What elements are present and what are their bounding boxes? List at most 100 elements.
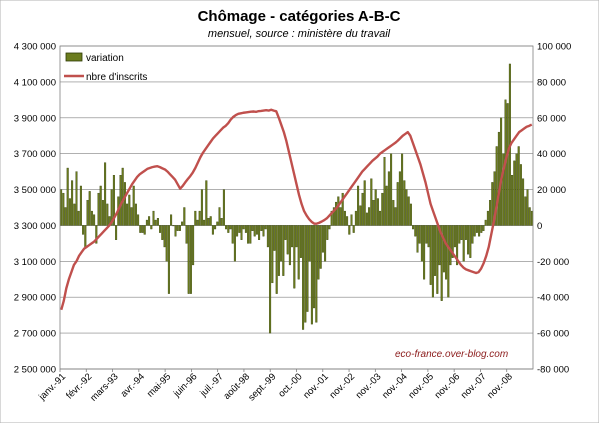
variation-bar	[438, 225, 441, 266]
variation-bar	[258, 225, 261, 240]
variation-bar	[423, 225, 426, 280]
variation-bar	[194, 210, 197, 226]
variation-bar	[515, 153, 518, 226]
variation-bar	[480, 225, 483, 233]
variation-bar	[304, 225, 307, 323]
variation-bar	[376, 198, 379, 226]
variation-bar	[319, 225, 322, 269]
legend-swatch-variation	[65, 52, 83, 62]
right-tick-label: -60 000	[537, 329, 569, 340]
right-tick-label: 80 000	[537, 77, 566, 88]
variation-bar	[335, 201, 338, 226]
left-axis-ticks: 2 500 000 2 700 000 2 900 000 3 100 000 3 30…	[14, 42, 56, 376]
variation-bar	[82, 225, 85, 235]
variation-bar	[420, 225, 423, 262]
variation-bar	[163, 225, 166, 248]
variation-bar	[313, 225, 316, 309]
variation-bar	[462, 225, 465, 262]
variation-bar	[383, 157, 386, 226]
variation-bar	[88, 191, 91, 226]
variation-bar	[475, 225, 478, 233]
variation-bar	[449, 225, 452, 266]
variation-bar	[372, 200, 375, 226]
variation-bar	[93, 214, 96, 226]
variation-bar	[500, 117, 503, 226]
left-tick-label: 4 300 000	[14, 42, 56, 53]
variation-bar	[324, 225, 327, 262]
variation-bar	[337, 196, 340, 226]
variation-bar	[456, 225, 459, 266]
variation-bar	[363, 180, 366, 226]
variation-bar	[306, 225, 309, 312]
variation-bar	[398, 171, 401, 226]
variation-bar	[282, 225, 285, 276]
variation-bar	[332, 207, 335, 226]
variation-bar	[354, 210, 357, 226]
variation-bar	[77, 210, 80, 226]
variation-bar	[143, 225, 146, 235]
variation-bar	[401, 153, 404, 226]
variation-bar	[519, 164, 522, 226]
variation-bar	[365, 212, 368, 226]
variation-bar	[458, 225, 461, 244]
variation-bar	[379, 210, 382, 226]
variation-bar	[341, 192, 344, 226]
variation-bar	[460, 225, 463, 240]
variation-bar	[273, 225, 276, 251]
variation-bar	[229, 225, 232, 230]
variation-bar	[218, 207, 221, 226]
variation-bar	[357, 185, 360, 226]
legend-label-inscrits: nbre d'inscrits	[86, 72, 147, 83]
variation-bar	[427, 225, 430, 248]
left-tick-label: 3 100 000	[14, 257, 56, 268]
right-tick-label: -40 000	[537, 293, 569, 304]
variation-bar	[403, 180, 406, 226]
variation-bar	[493, 171, 496, 226]
variation-bar	[119, 175, 122, 226]
variation-bar	[506, 103, 509, 226]
variation-bar	[161, 225, 164, 240]
variation-bar	[491, 182, 494, 226]
variation-bar	[242, 225, 245, 230]
variation-bar	[130, 207, 133, 226]
variation-bar	[269, 225, 272, 334]
variation-bar	[260, 225, 263, 231]
variation-bar	[436, 225, 439, 294]
variation-bar	[416, 225, 419, 253]
variation-bar	[178, 225, 181, 231]
variation-bar	[112, 175, 115, 226]
legend-label-variation: variation	[86, 53, 124, 64]
right-tick-label: 100 000	[537, 42, 571, 53]
variation-bar	[207, 218, 210, 226]
variation-bar	[277, 225, 280, 276]
variation-bar	[150, 225, 153, 230]
variation-bar	[170, 214, 173, 226]
variation-bar	[394, 207, 397, 226]
variation-bar	[209, 216, 212, 226]
variation-bar	[90, 210, 93, 226]
variation-bar	[275, 225, 278, 294]
variation-bar	[513, 160, 516, 226]
variation-bar	[148, 216, 151, 226]
variation-bar	[530, 210, 533, 226]
variation-bar	[302, 225, 305, 330]
variation-bar	[132, 185, 135, 226]
variation-bar	[236, 225, 239, 237]
variation-bar	[297, 225, 300, 280]
right-tick-label: -80 000	[537, 365, 569, 376]
variation-bar	[214, 225, 217, 230]
variation-bar	[418, 225, 421, 244]
variation-bar	[128, 194, 131, 226]
variation-bar	[97, 192, 100, 226]
chart-title: Chômage - catégories A-B-C	[198, 8, 401, 25]
variation-bar	[478, 225, 481, 237]
variation-bar	[262, 225, 265, 237]
variation-bar	[68, 198, 71, 226]
variation-bar	[392, 200, 395, 226]
variation-bar	[247, 225, 250, 244]
variation-bar	[145, 219, 148, 226]
variation-bar	[176, 225, 179, 231]
variation-bar	[73, 203, 76, 226]
variation-bar	[66, 167, 69, 226]
